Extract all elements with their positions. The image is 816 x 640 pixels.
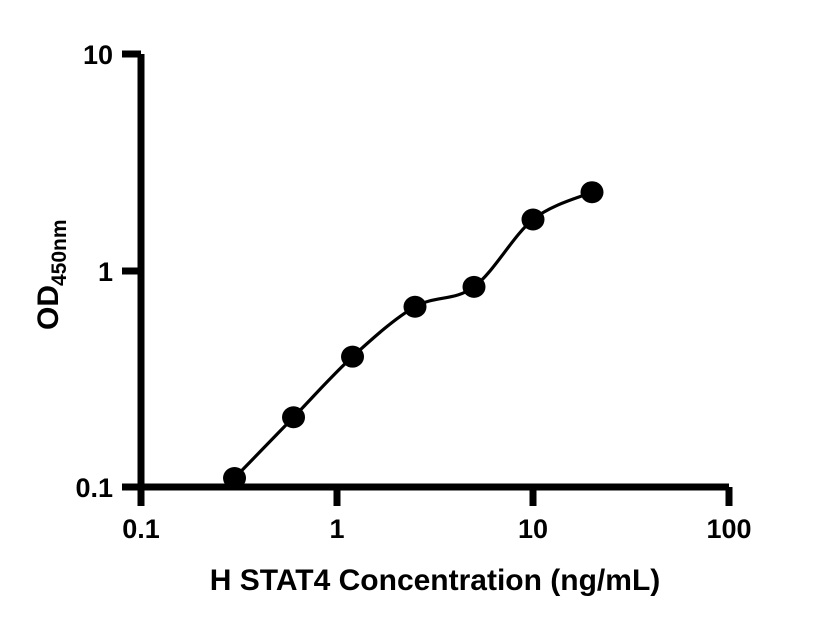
y-axis-tick-labels: 10 1 0.1 <box>75 40 113 503</box>
x-tick-label-1: 1 <box>329 514 344 544</box>
data-point <box>223 467 247 490</box>
x-tick-label-100: 100 <box>706 514 751 544</box>
data-point <box>282 406 306 429</box>
data-point <box>403 295 427 318</box>
data-point <box>521 208 545 231</box>
data-point <box>341 345 365 368</box>
y-tick-label-10: 10 <box>83 40 113 70</box>
x-tick-label-0-1: 0.1 <box>122 514 160 544</box>
x-tick-label-10: 10 <box>518 514 548 544</box>
x-axis-tick-labels: 0.1 1 10 100 <box>122 514 751 544</box>
y-axis-title-main: OD <box>32 285 65 330</box>
data-point-group <box>223 181 604 490</box>
data-point <box>462 275 486 298</box>
y-axis-title: OD 450nm <box>32 219 71 330</box>
y-axis-title-subscript: 450nm <box>48 219 71 286</box>
x-axis-title: H STAT4 Concentration (ng/mL) <box>210 564 661 597</box>
y-tick-label-0-1: 0.1 <box>75 473 113 503</box>
x-axis-ticks <box>137 487 733 506</box>
y-tick-label-1: 1 <box>98 257 113 287</box>
data-point <box>580 181 604 204</box>
